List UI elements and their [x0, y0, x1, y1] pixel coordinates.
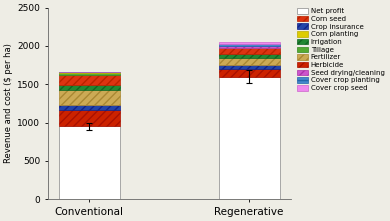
Bar: [219, 54, 280, 58]
Bar: [59, 105, 120, 110]
Bar: [219, 58, 280, 65]
Bar: [59, 86, 120, 90]
Bar: [219, 77, 280, 199]
Bar: [219, 46, 280, 48]
Legend: Net profit, Corn seed, Crop insurance, Corn planting, Irrigation, Tillage, Ferti: Net profit, Corn seed, Crop insurance, C…: [296, 7, 385, 92]
Bar: [219, 69, 280, 77]
Bar: [219, 48, 280, 54]
Bar: [59, 110, 120, 126]
Bar: [219, 42, 280, 44]
Bar: [219, 65, 280, 69]
Y-axis label: Revenue and cost ($ per ha): Revenue and cost ($ per ha): [4, 44, 13, 163]
Bar: [59, 126, 120, 199]
Bar: [59, 73, 120, 75]
Bar: [219, 44, 280, 46]
Bar: [59, 75, 120, 86]
Bar: [59, 90, 120, 105]
Bar: [59, 72, 120, 73]
